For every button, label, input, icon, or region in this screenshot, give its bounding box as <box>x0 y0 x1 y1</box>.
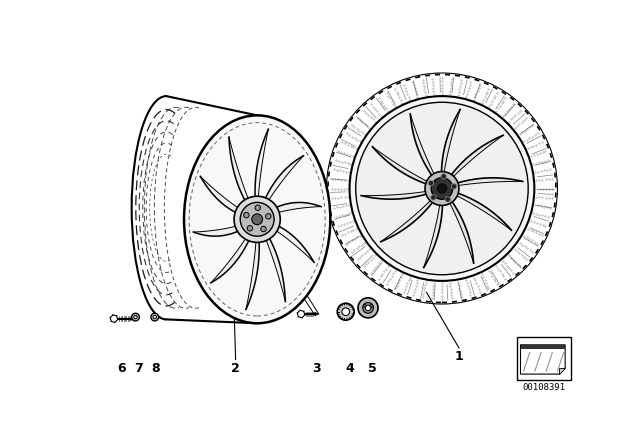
Polygon shape <box>257 202 321 220</box>
Bar <box>520 345 565 349</box>
Circle shape <box>431 195 436 200</box>
Text: 8: 8 <box>151 362 160 375</box>
Circle shape <box>365 305 371 310</box>
Circle shape <box>356 102 528 275</box>
Polygon shape <box>200 177 257 220</box>
Circle shape <box>342 308 349 315</box>
Circle shape <box>244 212 249 218</box>
Polygon shape <box>424 189 442 267</box>
Circle shape <box>328 74 556 302</box>
Circle shape <box>363 302 373 313</box>
Circle shape <box>358 298 378 318</box>
Circle shape <box>349 96 534 281</box>
Polygon shape <box>255 129 268 220</box>
Circle shape <box>151 313 159 321</box>
Polygon shape <box>372 147 442 189</box>
Polygon shape <box>442 189 474 263</box>
Polygon shape <box>229 137 257 220</box>
Ellipse shape <box>184 116 330 323</box>
Text: 2: 2 <box>231 362 240 375</box>
Polygon shape <box>442 189 511 230</box>
Text: 00108391: 00108391 <box>522 383 565 392</box>
Polygon shape <box>559 368 565 374</box>
Polygon shape <box>361 189 442 199</box>
Polygon shape <box>257 220 314 262</box>
Polygon shape <box>193 220 257 236</box>
Text: 6: 6 <box>117 362 126 375</box>
Text: 7: 7 <box>134 362 143 375</box>
Circle shape <box>337 303 354 320</box>
Circle shape <box>437 184 447 193</box>
Circle shape <box>266 214 271 219</box>
Polygon shape <box>520 345 565 374</box>
Circle shape <box>425 172 459 206</box>
Circle shape <box>428 181 433 186</box>
Bar <box>516 337 570 380</box>
Polygon shape <box>442 135 503 189</box>
Text: 3: 3 <box>312 362 321 375</box>
Polygon shape <box>410 114 442 189</box>
Circle shape <box>370 304 373 307</box>
Text: 1: 1 <box>454 350 463 363</box>
Circle shape <box>255 205 260 211</box>
Polygon shape <box>381 189 442 241</box>
Circle shape <box>234 196 280 242</box>
Circle shape <box>260 226 266 232</box>
Circle shape <box>431 178 452 199</box>
Circle shape <box>153 315 157 319</box>
Polygon shape <box>246 220 259 310</box>
Text: 4: 4 <box>345 362 354 375</box>
Circle shape <box>451 184 457 189</box>
Circle shape <box>441 174 446 179</box>
Polygon shape <box>442 178 523 189</box>
Text: 5: 5 <box>368 362 377 375</box>
Polygon shape <box>257 156 303 220</box>
Circle shape <box>252 214 262 225</box>
Circle shape <box>132 313 140 321</box>
Polygon shape <box>211 220 257 283</box>
Circle shape <box>445 197 451 202</box>
Circle shape <box>134 315 137 319</box>
Polygon shape <box>257 220 285 302</box>
Circle shape <box>363 304 366 307</box>
Circle shape <box>240 202 274 236</box>
Circle shape <box>247 226 253 231</box>
Polygon shape <box>442 109 460 189</box>
